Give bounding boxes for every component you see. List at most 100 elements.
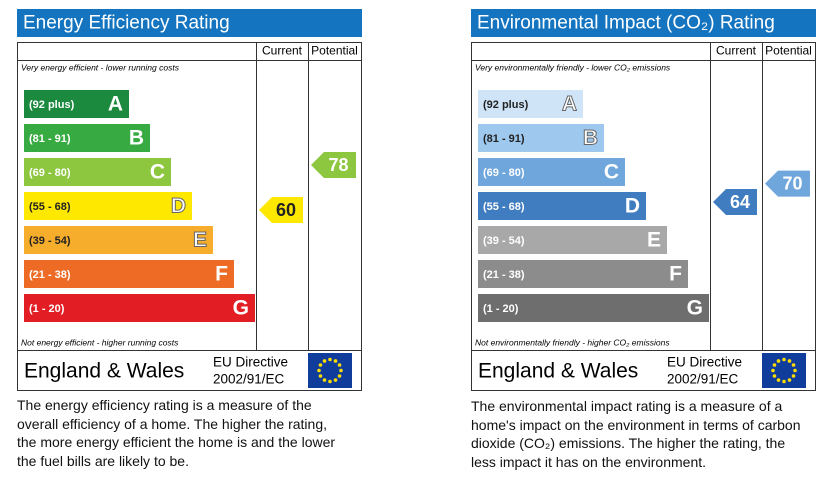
- band-range: (1 - 20): [29, 303, 65, 315]
- band-letter: E: [193, 229, 207, 252]
- band-bar: [24, 226, 213, 254]
- description-line: overall efficiency of a home. The higher…: [17, 415, 327, 432]
- ratings: Energy Efficiency Rating Current Potential…: [17, 9, 816, 391]
- description-line: the more energy efficient the home is an…: [17, 434, 336, 450]
- eu-star: [328, 379, 332, 384]
- band-letter: A: [108, 93, 123, 116]
- eu-star: [782, 379, 786, 384]
- eu-star: [337, 374, 342, 378]
- band-range: (21 - 38): [483, 269, 525, 281]
- band-range: (39 - 54): [483, 235, 525, 247]
- rating-arrow: [713, 189, 757, 215]
- bottom-note: Not energy efficient - higher running co…: [21, 337, 179, 347]
- band-bar: [478, 260, 688, 288]
- band-letter: B: [583, 127, 598, 150]
- eu-star: [772, 374, 777, 378]
- eu-star: [328, 357, 332, 362]
- directive-code: 2002/91/EC: [213, 372, 285, 387]
- band-bar: [478, 192, 646, 220]
- eu-star: [776, 378, 781, 382]
- top-note: Very energy efficient - lower running co…: [21, 62, 180, 72]
- band-range: (81 - 91): [29, 133, 71, 145]
- eu-star: [791, 374, 796, 378]
- column-header: Potential: [311, 44, 358, 58]
- eu-star: [793, 368, 797, 373]
- column-header: Potential: [765, 44, 812, 58]
- band-bar: [478, 226, 667, 254]
- rating-value: 70: [782, 173, 802, 193]
- frame: [471, 42, 816, 391]
- description-line: less impact it has on the environment.: [471, 453, 707, 470]
- title: Energy Efficiency Rating: [23, 13, 230, 34]
- eu-star: [782, 357, 786, 362]
- eu-star: [791, 363, 796, 367]
- band-bar: [478, 158, 625, 186]
- description: The energy efficiency rating is a measur…: [17, 396, 335, 470]
- band-range: (69 - 80): [483, 167, 525, 179]
- rating-arrow: [765, 170, 810, 197]
- title-bar: [17, 9, 362, 37]
- band-letter: C: [150, 161, 165, 184]
- eu-star: [771, 368, 775, 373]
- rating-value: 78: [328, 155, 348, 175]
- band-letter: B: [129, 127, 144, 150]
- band-letter: E: [647, 229, 661, 252]
- band-bar: [24, 294, 255, 322]
- eu-star: [337, 363, 342, 367]
- band-bar: [24, 124, 150, 152]
- top-note: Very environmentally friendly - lower CO…: [475, 62, 671, 72]
- description-line: home's impact on the environment in term…: [471, 416, 801, 433]
- band-letter: G: [233, 297, 249, 320]
- band-letter: G: [687, 297, 703, 320]
- band-range: (1 - 20): [483, 303, 519, 315]
- band-range: (69 - 80): [29, 167, 71, 179]
- region: England & Wales: [478, 360, 638, 383]
- band-bar: [24, 90, 129, 118]
- eu-star: [317, 368, 321, 373]
- band-letter: D: [171, 195, 186, 218]
- eu-star: [318, 363, 323, 367]
- title-bar: [471, 9, 816, 37]
- rating-arrow: [311, 152, 356, 178]
- eu-star: [318, 374, 323, 378]
- eu-star: [787, 359, 792, 363]
- title: Environmental Impact (CO₂) Rating: [477, 13, 775, 34]
- band-letter: C: [604, 161, 619, 184]
- band-range: (81 - 91): [483, 133, 525, 145]
- eu-star: [776, 359, 781, 363]
- eu-star: [772, 363, 777, 367]
- band-bar: [24, 158, 171, 186]
- description: The environmental impact rating is a mea…: [471, 397, 801, 471]
- band-bar: [478, 124, 604, 152]
- rating-value: 64: [730, 192, 750, 212]
- band-bar: [478, 294, 709, 322]
- column-header: Current: [716, 44, 757, 58]
- directive-code: 2002/91/EC: [667, 372, 739, 387]
- band-range: (92 plus): [29, 99, 75, 111]
- band-range: (92 plus): [483, 99, 529, 111]
- band-range: (55 - 68): [29, 201, 71, 213]
- description-line: The energy efficiency rating is a measur…: [17, 397, 312, 413]
- band-bar: [478, 90, 583, 118]
- band-letter: D: [625, 195, 640, 218]
- rating-arrow: [259, 197, 303, 223]
- description-line: dioxide (CO₂) emissions. The higher the …: [471, 435, 786, 451]
- band-letter: F: [215, 263, 228, 286]
- eu-star: [333, 359, 338, 363]
- band-range: (55 - 68): [483, 201, 525, 213]
- eu-star: [322, 359, 327, 363]
- region: England & Wales: [24, 360, 184, 383]
- band-letter: F: [669, 263, 682, 286]
- bottom-note: Not environmentally friendly - higher CO…: [475, 337, 670, 347]
- directive: EU Directive: [667, 355, 742, 370]
- eu-star: [333, 378, 338, 382]
- band-range: (21 - 38): [29, 269, 71, 281]
- rating-value: 60: [276, 200, 296, 220]
- band-range: (39 - 54): [29, 235, 71, 247]
- band-letter: A: [562, 93, 577, 116]
- eu-star: [322, 378, 327, 382]
- directive: EU Directive: [213, 355, 288, 370]
- description-line: the fuel bills are likely to be.: [17, 452, 189, 469]
- column-header: Current: [262, 44, 303, 58]
